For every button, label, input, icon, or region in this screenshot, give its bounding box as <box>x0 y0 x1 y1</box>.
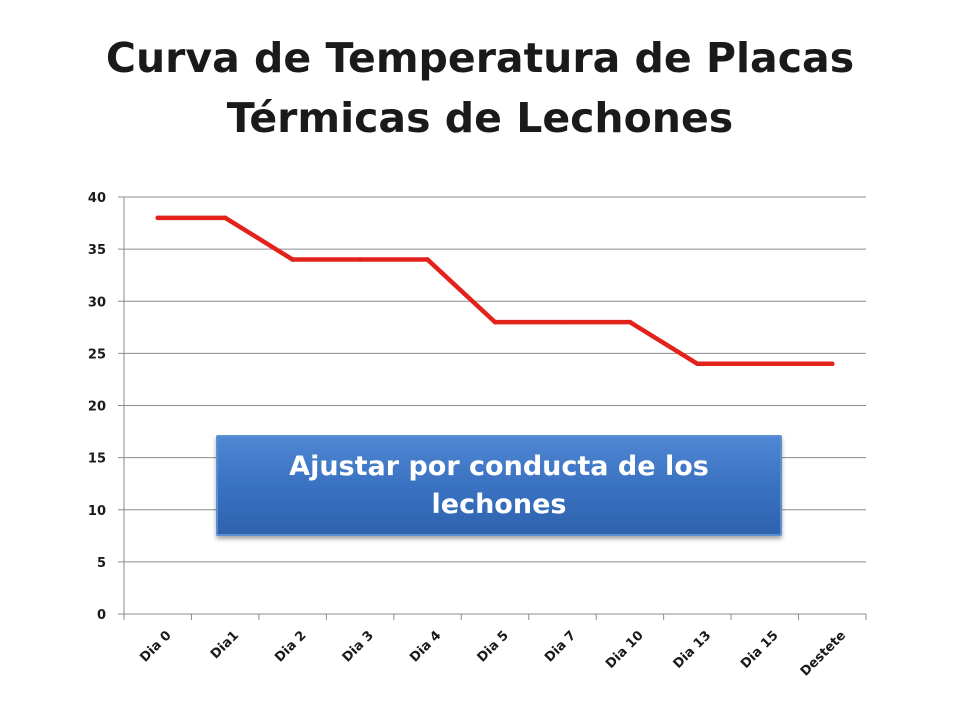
data-point <box>695 361 700 366</box>
data-point <box>155 215 160 221</box>
data-point <box>222 215 228 221</box>
x-tick-label: Dia 7 <box>542 628 579 665</box>
data-point <box>627 319 633 325</box>
series-line-segment <box>222 215 295 262</box>
y-tick-label: 30 <box>88 295 106 310</box>
data-point <box>830 361 835 366</box>
x-tick-label: Dia 4 <box>407 628 444 665</box>
series-line-segment <box>627 319 700 367</box>
data-point <box>492 319 498 325</box>
y-tick-label: 35 <box>88 243 106 258</box>
x-tick-label: Dia 0 <box>137 628 174 665</box>
y-tick-label: 0 <box>97 608 106 623</box>
x-tick-label: Dia 5 <box>475 628 512 665</box>
y-tick-label: 10 <box>88 504 106 519</box>
x-tick-label: Dia 13 <box>671 628 715 672</box>
y-tick-label: 20 <box>88 400 106 415</box>
data-point <box>762 361 768 366</box>
slide-title: Curva de Temperatura de Placas Térmicas … <box>0 28 960 148</box>
slide-title-line-2: Térmicas de Lechones <box>226 94 734 142</box>
callout-box: Ajustar por conducta de los lechones <box>216 435 782 536</box>
y-tick-label: 5 <box>97 556 106 571</box>
x-tick-label: Destete <box>798 628 849 679</box>
y-tick-label: 40 <box>88 191 106 206</box>
x-tick-label: Dia 3 <box>340 628 377 665</box>
x-tick-label: Dia1 <box>208 628 242 662</box>
callout-text: Ajustar por conducta de los lechones <box>289 450 709 520</box>
y-tick-label: 25 <box>88 347 106 362</box>
data-point <box>425 257 430 262</box>
y-tick-label: 15 <box>88 452 106 467</box>
data-point <box>560 319 565 325</box>
data-point <box>290 257 295 262</box>
x-tick-label: Dia 10 <box>603 628 647 672</box>
x-tick-label: Dia 2 <box>272 628 309 665</box>
slide-title-line-1: Curva de Temperatura de Placas <box>105 34 855 82</box>
x-tick-label: Dia 15 <box>738 628 782 672</box>
data-point <box>357 257 363 262</box>
series-line-segment <box>425 257 498 325</box>
